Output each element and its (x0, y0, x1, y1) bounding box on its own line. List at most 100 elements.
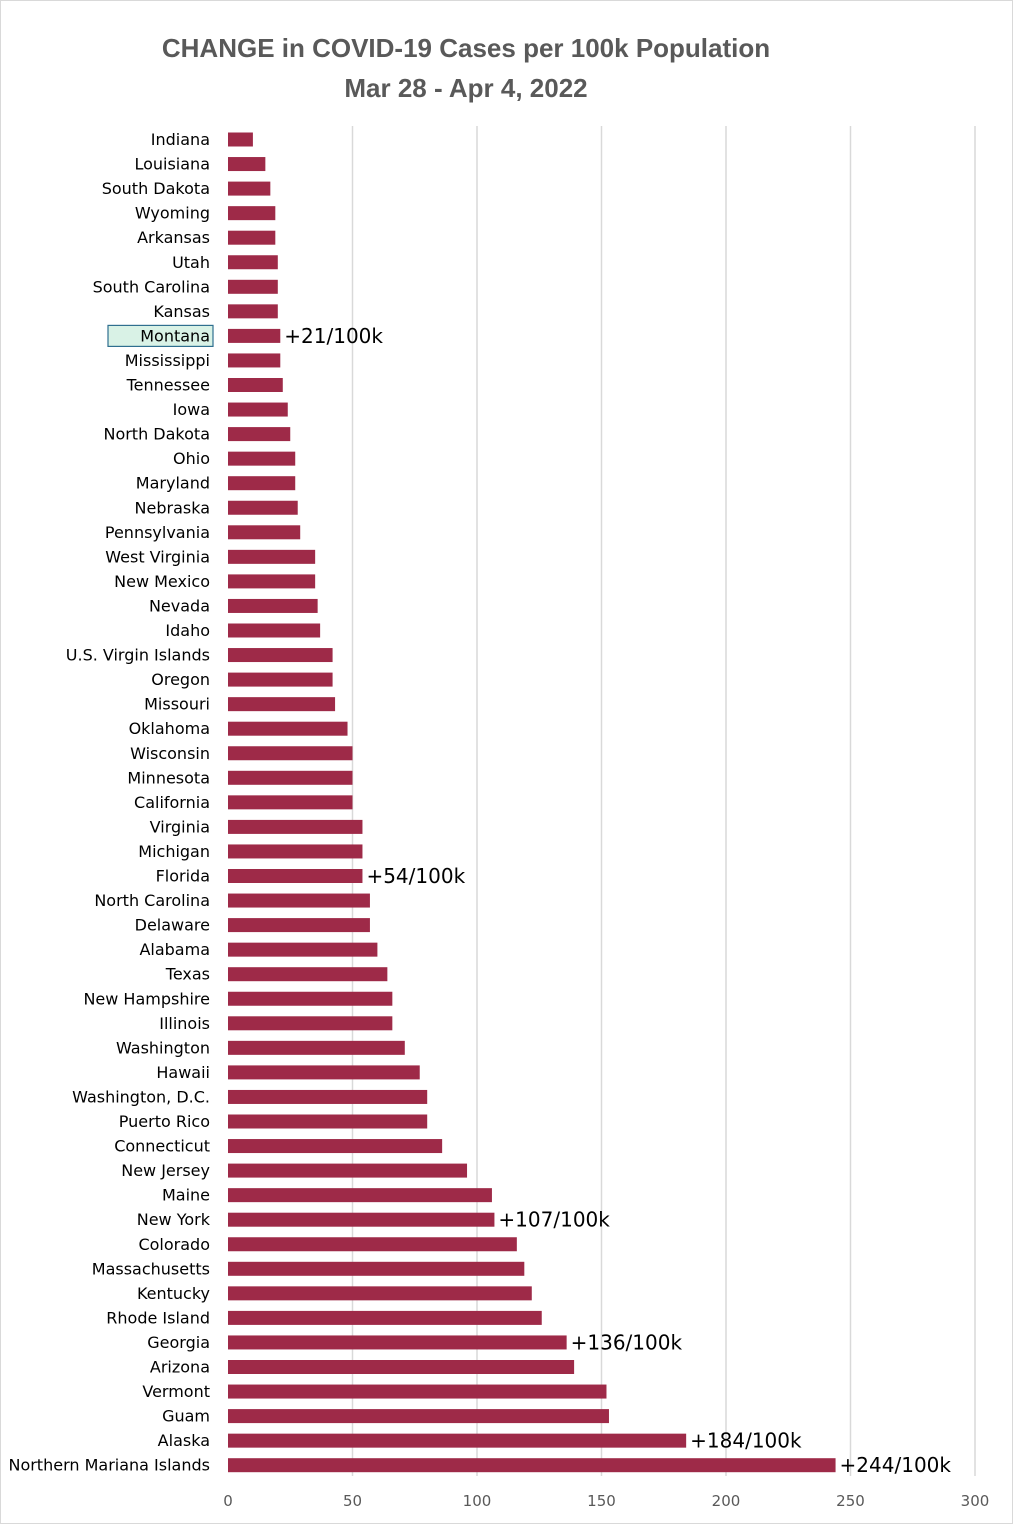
category-label: Wyoming (135, 204, 210, 223)
bar (228, 132, 253, 147)
category-label: Iowa (173, 400, 210, 419)
data-label: +244/100k (840, 1453, 952, 1477)
category-label: North Dakota (103, 425, 210, 444)
category-label: Utah (172, 253, 210, 272)
bar (228, 574, 316, 589)
data-labels: +21/100k +54/100k +107/100k +136/100k +184/1… (284, 324, 951, 1477)
bar (228, 279, 278, 294)
category-label: Louisiana (134, 155, 210, 174)
category-label: Northern Mariana Islands (8, 1456, 210, 1475)
bar (228, 1433, 687, 1448)
bar (228, 1310, 542, 1325)
x-tick-label: 250 (836, 1492, 865, 1510)
x-axis-ticks: 0 50 100 150 200 250 300 (223, 1492, 989, 1510)
bar (228, 451, 296, 466)
bar (228, 1114, 428, 1129)
category-label: California (134, 793, 210, 812)
bar (228, 1237, 517, 1252)
category-label: Washington (116, 1038, 210, 1057)
bar (228, 819, 363, 834)
chart-title: CHANGE in COVID-19 Cases per 100k Popula… (162, 33, 770, 63)
category-label: Minnesota (127, 768, 210, 787)
bar (228, 1040, 405, 1055)
category-label: Indiana (151, 130, 210, 149)
category-label: Alaska (158, 1431, 210, 1450)
bar (228, 525, 301, 540)
bar (228, 1261, 525, 1276)
bar (228, 328, 281, 343)
category-label: Arizona (150, 1358, 210, 1377)
category-label: Hawaii (156, 1063, 210, 1082)
bar (228, 1188, 492, 1203)
bar (228, 893, 370, 908)
bar (228, 991, 393, 1006)
bar (228, 672, 333, 687)
bar (228, 353, 281, 368)
x-tick-label: 200 (712, 1492, 741, 1510)
bar (228, 230, 276, 245)
bar (228, 598, 318, 613)
bar (228, 1065, 420, 1080)
category-label: Pennsylvania (105, 523, 210, 542)
bar (228, 967, 388, 982)
bar (228, 844, 363, 859)
category-label: Wisconsin (130, 744, 210, 763)
category-label: Puerto Rico (119, 1112, 210, 1131)
category-label: Maryland (136, 474, 210, 493)
bar (228, 427, 291, 442)
category-label: Massachusetts (92, 1259, 210, 1278)
category-label: Ohio (173, 449, 210, 468)
highlight-layer (107, 324, 214, 347)
bar (228, 402, 288, 417)
bar (228, 157, 266, 172)
category-label: Missouri (144, 695, 210, 714)
bars (228, 132, 836, 1473)
category-label: Georgia (147, 1333, 210, 1352)
category-label: Kansas (153, 302, 210, 321)
data-label: +136/100k (571, 1330, 683, 1354)
category-label: South Carolina (93, 277, 210, 296)
category-label: Nevada (149, 596, 210, 615)
category-label: Delaware (135, 916, 210, 935)
bar (228, 1384, 607, 1399)
bar (228, 1016, 393, 1031)
bar (228, 255, 278, 270)
chart-subtitle: Mar 28 - Apr 4, 2022 (344, 73, 587, 103)
category-label: Idaho (165, 621, 210, 640)
category-label: South Dakota (102, 179, 210, 198)
category-label: Tennessee (126, 376, 210, 395)
category-label: Kentucky (137, 1284, 210, 1303)
highlight-box (107, 324, 214, 347)
category-label: New Mexico (114, 572, 210, 591)
bar (228, 795, 353, 810)
category-label: Oregon (151, 670, 210, 689)
bar (228, 746, 353, 761)
bar (228, 942, 378, 957)
bar (228, 697, 336, 712)
bar (228, 206, 276, 221)
bar (228, 1212, 495, 1227)
category-label: Oklahoma (129, 719, 210, 738)
data-label: +54/100k (366, 864, 465, 888)
category-label: New Hampshire (83, 989, 210, 1008)
x-tick-label: 300 (961, 1492, 990, 1510)
bar (228, 918, 370, 933)
bar (228, 1458, 836, 1473)
bar (228, 648, 333, 663)
category-label: Texas (165, 965, 210, 984)
category-label: Maine (162, 1186, 210, 1205)
category-label: Guam (162, 1407, 210, 1426)
category-label: Vermont (142, 1382, 210, 1401)
bar (228, 181, 271, 196)
bar (228, 500, 298, 515)
x-tick-label: 150 (587, 1492, 616, 1510)
category-label: Illinois (159, 1014, 210, 1033)
bar (228, 378, 283, 392)
bar (228, 1335, 567, 1350)
category-label: West Virginia (105, 547, 210, 566)
bar (228, 1286, 532, 1301)
category-label: Colorado (138, 1235, 210, 1254)
bar (228, 623, 321, 638)
category-label: Mississippi (125, 351, 210, 370)
